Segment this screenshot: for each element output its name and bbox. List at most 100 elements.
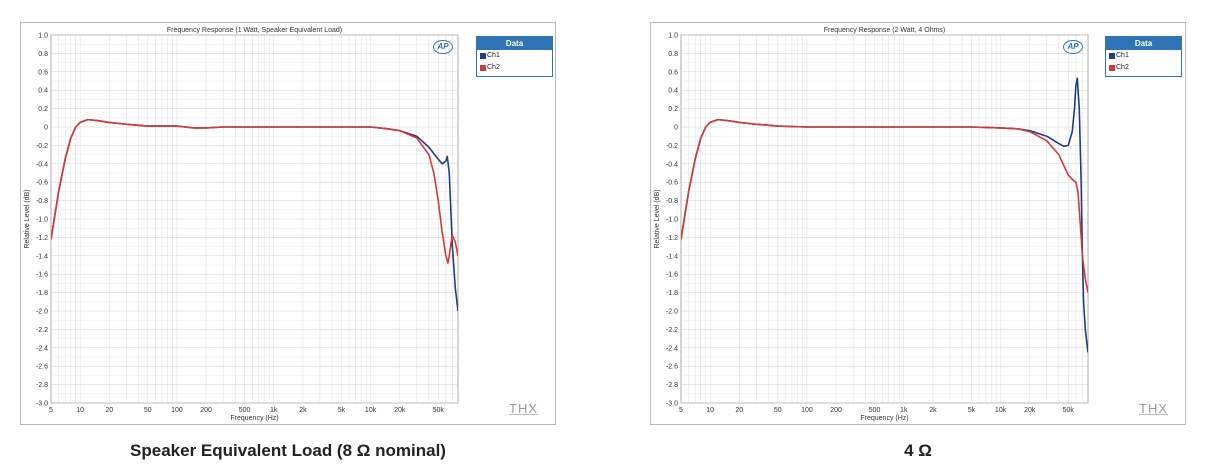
x-axis-label: Frequency (Hz) xyxy=(230,415,278,422)
y-axis-label: Relative Level (dB) xyxy=(654,189,661,248)
legend: Data Ch1 Ch2 xyxy=(1105,36,1182,77)
legend-item-ch1: Ch1 xyxy=(477,50,552,62)
y-tick-label: -3.0 xyxy=(666,401,678,408)
chart-title: Frequency Response (2 Watt, 4 Ohms) xyxy=(824,27,946,34)
x-tick-label: 5k xyxy=(338,407,346,414)
series-line-ch2 xyxy=(51,118,458,264)
y-tick-label: -1.8 xyxy=(36,290,48,297)
x-tick-label: 5k xyxy=(968,407,976,414)
thx-logo-icon: THX xyxy=(509,401,538,416)
x-tick-label: 2k xyxy=(299,407,307,414)
legend-label-ch1: Ch1 xyxy=(487,52,500,59)
x-tick-label: 10 xyxy=(706,407,714,414)
ap-logo-icon: AP xyxy=(1063,40,1083,54)
x-tick-label: 5 xyxy=(49,407,53,414)
x-tick-label: 200 xyxy=(830,407,842,414)
grid xyxy=(51,34,458,404)
y-tick-label: -2.0 xyxy=(666,309,678,316)
y-tick-label: -2.8 xyxy=(36,382,48,389)
legend: Data Ch1 Ch2 xyxy=(476,36,553,77)
grid xyxy=(681,34,1088,404)
y-tick-label: -0.4 xyxy=(36,161,48,168)
legend-item-ch2: Ch2 xyxy=(1106,62,1181,74)
y-tick-label: 0.4 xyxy=(668,88,678,95)
y-tick-label: -2.4 xyxy=(666,345,678,352)
y-tick-label: 0.6 xyxy=(668,69,678,76)
legend-item-ch2: Ch2 xyxy=(477,62,552,74)
legend-swatch-ch2 xyxy=(1109,65,1115,71)
thx-logo-icon: THX xyxy=(1139,401,1168,416)
legend-label-ch1: Ch1 xyxy=(1116,52,1129,59)
y-tick-label: -1.2 xyxy=(36,235,48,242)
y-tick-label: 0 xyxy=(674,125,678,132)
y-tick-label: -1.0 xyxy=(36,217,48,224)
x-tick-label: 10k xyxy=(365,407,377,414)
chart-svg-left: Frequency Response (1 Watt, Speaker Equi… xyxy=(24,27,459,422)
x-tick-label: 2k xyxy=(929,407,937,414)
y-tick-label: -0.6 xyxy=(36,180,48,187)
y-tick-label: -3.0 xyxy=(36,401,48,408)
chart-title: Frequency Response (1 Watt, Speaker Equi… xyxy=(167,27,342,34)
y-tick-label: -2.8 xyxy=(666,382,678,389)
legend-title: Data xyxy=(1106,37,1181,50)
y-tick-label: -1.2 xyxy=(666,235,678,242)
y-tick-label: -2.0 xyxy=(36,309,48,316)
legend-label-ch2: Ch2 xyxy=(1116,64,1129,71)
legend-item-ch1: Ch1 xyxy=(1106,50,1181,62)
y-tick-label: 0 xyxy=(44,125,48,132)
x-tick-label: 100 xyxy=(171,407,183,414)
legend-swatch-ch1 xyxy=(480,53,486,59)
y-tick-label: 0.4 xyxy=(38,88,48,95)
x-tick-label: 20k xyxy=(394,407,406,414)
x-tick-label: 200 xyxy=(200,407,212,414)
x-tick-label: 500 xyxy=(239,407,251,414)
y-tick-label: -0.2 xyxy=(666,143,678,150)
y-tick-label: -2.2 xyxy=(666,327,678,334)
x-tick-label: 100 xyxy=(801,407,813,414)
x-tick-label: 50k xyxy=(433,407,445,414)
y-tick-label: -1.4 xyxy=(36,253,48,260)
legend-title: Data xyxy=(477,37,552,50)
ap-logo-icon: AP xyxy=(433,40,453,54)
x-tick-label: 500 xyxy=(869,407,881,414)
y-axis-label: Relative Level (dB) xyxy=(24,189,31,248)
chart-panel-left: Frequency Response (1 Watt, Speaker Equi… xyxy=(20,22,556,425)
x-tick-label: 50 xyxy=(774,407,782,414)
x-tick-label: 20 xyxy=(735,407,743,414)
y-tick-label: -0.8 xyxy=(666,198,678,205)
y-tick-label: -0.4 xyxy=(666,161,678,168)
legend-swatch-ch1 xyxy=(1109,53,1115,59)
legend-swatch-ch2 xyxy=(480,65,486,71)
y-tick-label: 0.8 xyxy=(38,51,48,58)
y-tick-label: 0.2 xyxy=(668,106,678,113)
legend-label-ch2: Ch2 xyxy=(487,64,500,71)
y-tick-label: -1.4 xyxy=(666,253,678,260)
x-tick-label: 50 xyxy=(144,407,152,414)
chart-svg-right: Frequency Response (2 Watt, 4 Ohms) 1.0 0.… xyxy=(654,27,1089,422)
x-tick-label: 5 xyxy=(679,407,683,414)
y-tick-label: -0.8 xyxy=(36,198,48,205)
y-tick-label: -2.4 xyxy=(36,345,48,352)
y-tick-label: -2.6 xyxy=(666,364,678,371)
y-tick-label: -1.6 xyxy=(36,272,48,279)
x-tick-label: 20k xyxy=(1024,407,1036,414)
x-tick-label: 10k xyxy=(995,407,1007,414)
x-tick-label: 1k xyxy=(900,407,908,414)
y-tick-label: 0.2 xyxy=(38,106,48,113)
series-line-ch2 xyxy=(681,118,1088,293)
x-axis-label: Frequency (Hz) xyxy=(860,415,908,422)
y-tick-label: -1.6 xyxy=(666,272,678,279)
y-tick-label: -1.0 xyxy=(666,217,678,224)
y-tick-label: -0.2 xyxy=(36,143,48,150)
y-tick-label: -2.6 xyxy=(36,364,48,371)
y-tick-label: -2.2 xyxy=(36,327,48,334)
chart-panel-right: Frequency Response (2 Watt, 4 Ohms) 1.0 0.… xyxy=(650,22,1186,425)
y-tick-label: 1.0 xyxy=(38,33,48,40)
caption-right: 4 Ω xyxy=(904,441,932,460)
x-tick-label: 10 xyxy=(76,407,84,414)
y-tick-label: 0.8 xyxy=(668,51,678,58)
x-tick-label: 50k xyxy=(1063,407,1075,414)
y-tick-label: 0.6 xyxy=(38,69,48,76)
caption-left: Speaker Equivalent Load (8 Ω nominal) xyxy=(130,441,446,460)
x-tick-label: 20 xyxy=(105,407,113,414)
